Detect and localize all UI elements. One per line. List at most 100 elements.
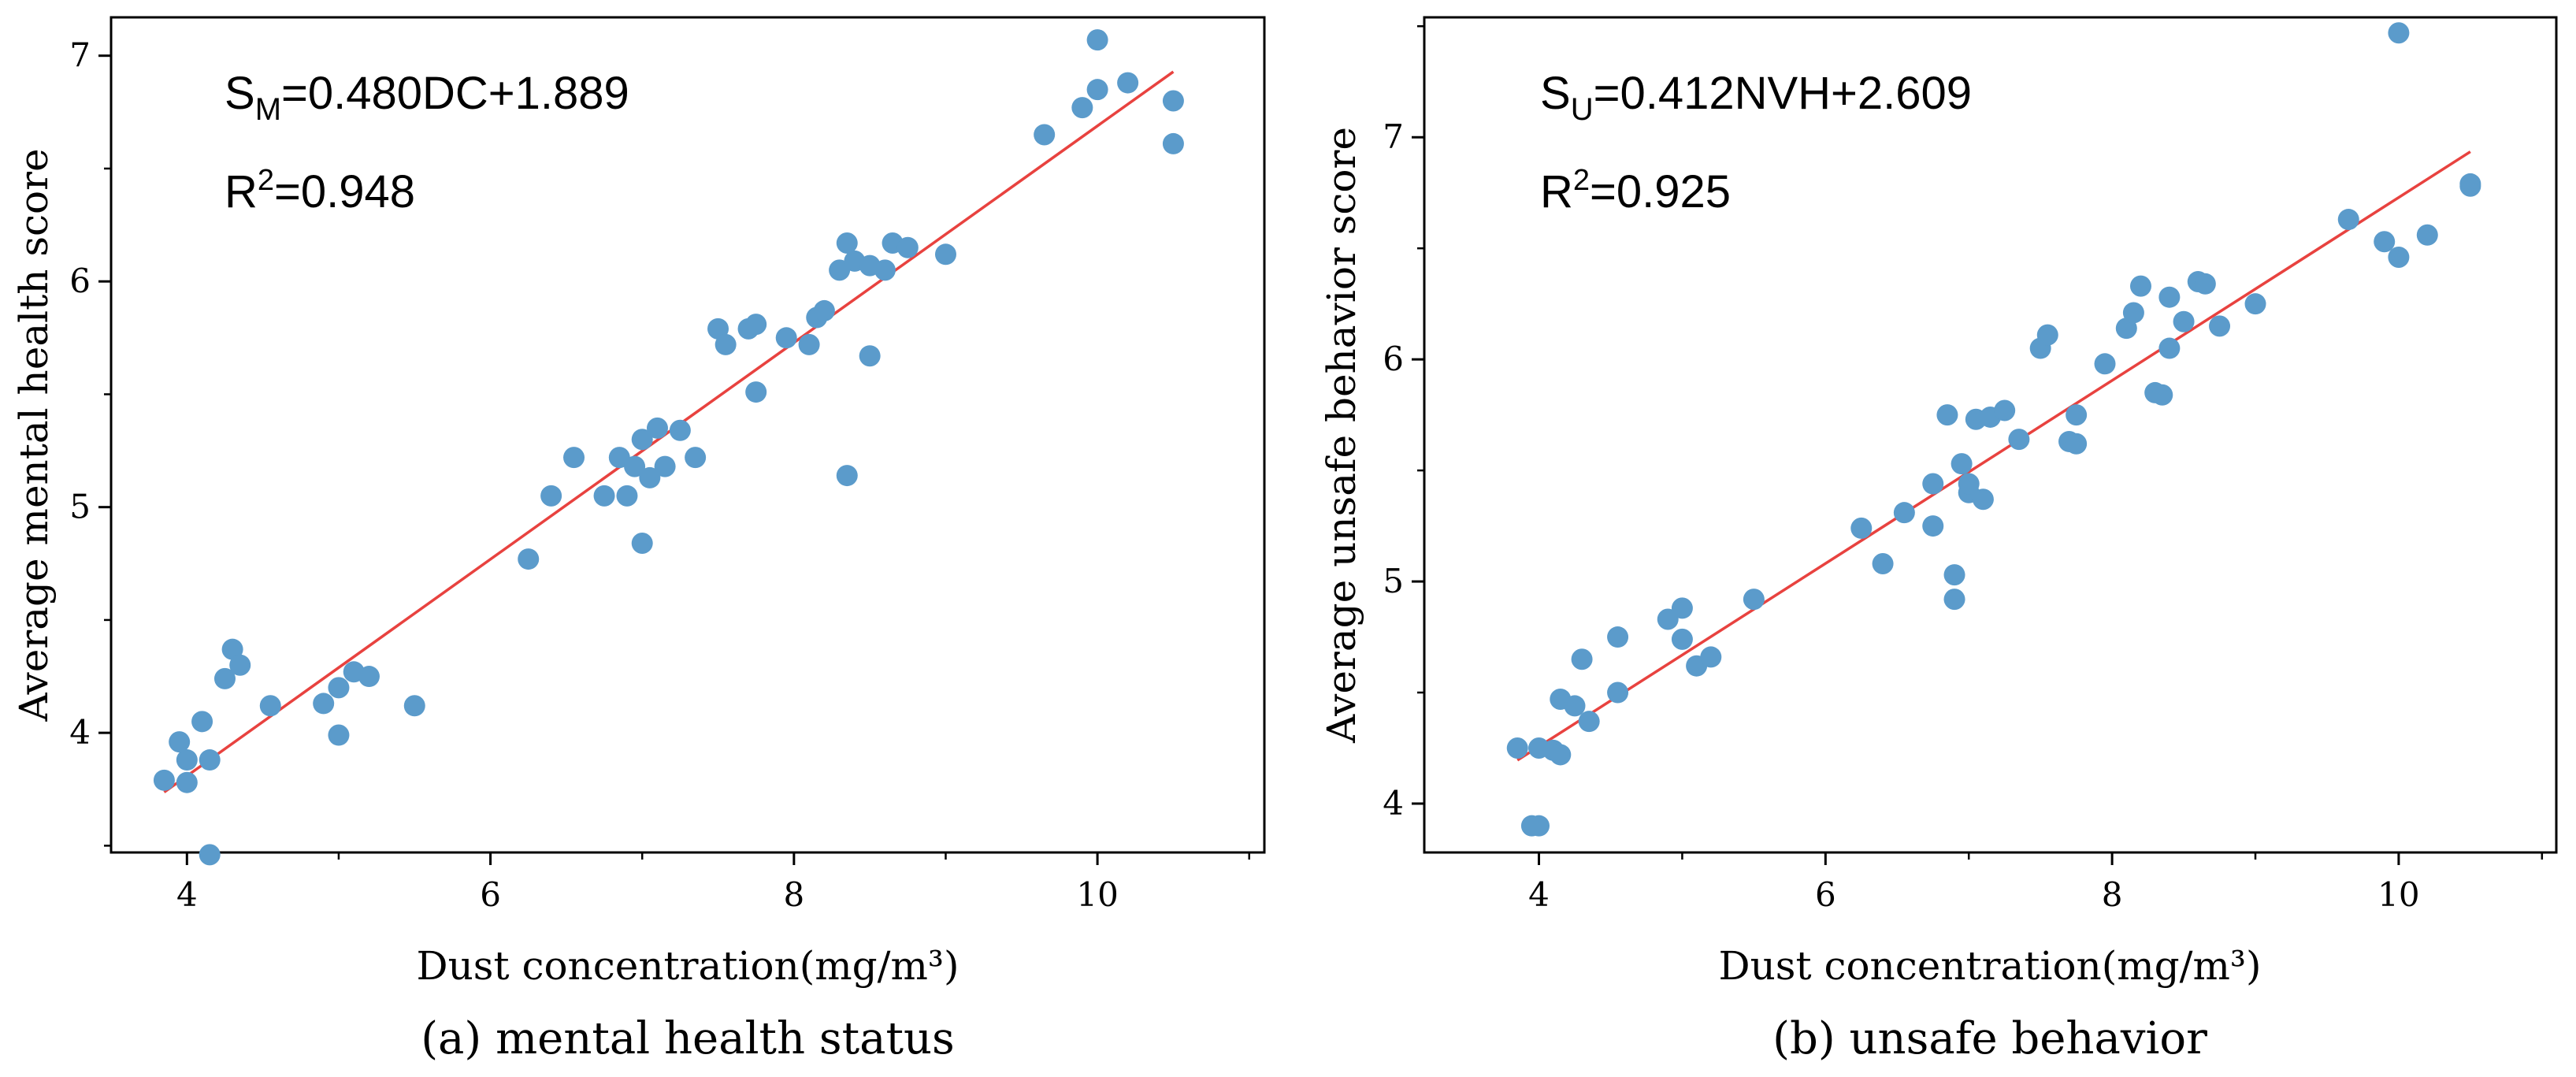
point-a-46 (874, 259, 896, 281)
point-b-21 (1922, 515, 1944, 537)
equation-b: SU=0.412NVH+2.609 (1540, 68, 1972, 127)
plot-frame-a (109, 16, 1266, 854)
xtick-label-b-1: 6 (1815, 875, 1836, 914)
point-a-13 (328, 724, 350, 746)
point-b-45 (2158, 337, 2181, 359)
point-b-2 (1528, 815, 1550, 837)
equation-a-rest: =0.480DC+1.889 (281, 68, 629, 119)
point-b-25 (1943, 589, 1965, 611)
xtick-label-a-1: 6 (480, 875, 501, 914)
xtick-label-b-3: 10 (2377, 875, 2419, 914)
point-b-47 (2173, 310, 2195, 332)
fit-line-b (1516, 150, 2471, 762)
point-b-12 (1657, 608, 1679, 630)
point-a-32 (715, 333, 737, 355)
point-b-55 (2388, 22, 2410, 44)
point-b-52 (2337, 209, 2359, 231)
point-b-14 (1671, 628, 1693, 650)
point-a-48 (896, 236, 919, 258)
point-b-26 (1951, 453, 1973, 475)
point-a-2 (176, 771, 198, 793)
point-a-19 (563, 447, 585, 469)
point-a-24 (631, 429, 653, 451)
r2-a-rest: =0.948 (274, 166, 415, 217)
point-b-7 (1564, 695, 1586, 717)
point-b-35 (2036, 324, 2058, 346)
xtick-label-b-2: 8 (2102, 875, 2123, 914)
equation-a: SM=0.480DC+1.889 (225, 68, 629, 127)
caption-a: (a) mental health status (421, 1013, 955, 1064)
ytick-label-a-2: 6 (69, 262, 91, 300)
point-b-23 (1936, 404, 1958, 426)
point-a-52 (1086, 79, 1108, 101)
point-a-56 (1162, 132, 1184, 154)
point-b-10 (1607, 681, 1629, 704)
r2-a-sup: 2 (258, 164, 274, 197)
ylabel-b: Average unsafe behavior score (1319, 127, 1364, 744)
point-b-50 (2209, 315, 2231, 337)
point-b-0 (1506, 737, 1528, 759)
point-b-49 (2194, 273, 2216, 295)
point-b-20 (1893, 502, 1915, 524)
point-b-38 (2066, 404, 2088, 426)
ytick-label-b-1: 5 (1383, 562, 1404, 600)
point-b-37 (2066, 433, 2088, 455)
point-a-15 (358, 666, 380, 688)
point-b-30 (1972, 488, 1994, 511)
ylabel-a: Average mental health score (11, 148, 57, 722)
ticks-b: 4 6 8 10 4 5 6 7 (1383, 25, 2544, 914)
point-a-16 (403, 695, 425, 717)
xtick-label-b-0: 4 (1528, 875, 1550, 914)
caption-b: (b) unsafe behavior (1772, 1013, 2207, 1064)
point-b-18 (1850, 517, 1873, 539)
point-a-9 (229, 654, 251, 676)
point-b-56 (2416, 224, 2438, 246)
point-b-41 (2122, 302, 2144, 324)
r2-b: R2=0.925 (1540, 164, 1731, 217)
point-b-51 (2244, 293, 2266, 315)
point-a-4 (191, 711, 213, 733)
panel-b-unsafe-behavior: 4 6 8 10 4 5 6 7 SU=0.412NVH+2.609 R2=0.925 Ave… (1319, 16, 2558, 1064)
fit-line-a (163, 70, 1175, 793)
point-a-5 (199, 749, 221, 771)
ytick-label-a-1: 5 (69, 488, 91, 526)
point-a-36 (775, 327, 797, 349)
equation-b-rest: =0.412NVH+2.609 (1594, 68, 1972, 119)
point-b-24 (1943, 564, 1965, 586)
point-a-18 (540, 485, 562, 507)
point-b-13 (1671, 597, 1693, 619)
point-b-17 (1743, 589, 1765, 611)
xtick-label-a-3: 10 (1076, 875, 1118, 914)
point-a-26 (639, 466, 661, 488)
point-a-20 (593, 485, 615, 507)
point-b-32 (1994, 399, 2016, 422)
point-a-35 (745, 381, 767, 403)
xtick-label-a-0: 4 (176, 875, 198, 914)
point-b-8 (1571, 648, 1593, 670)
point-b-9 (1578, 711, 1600, 733)
point-a-53 (1086, 29, 1108, 51)
r2-b-rest: =0.925 (1590, 166, 1731, 217)
point-a-31 (707, 318, 729, 340)
points-b (1506, 22, 2481, 837)
point-a-55 (1162, 90, 1184, 112)
equation-a-sub: M (255, 92, 281, 127)
plot-frame-b (1423, 16, 2558, 854)
point-a-11 (313, 693, 335, 715)
point-a-45 (859, 345, 881, 367)
point-a-10 (259, 695, 281, 717)
point-a-49 (934, 243, 956, 266)
ticks-a: 4 6 8 10 4 5 6 7 (69, 36, 1250, 914)
ytick-label-a-0: 4 (69, 713, 91, 752)
point-a-39 (813, 299, 835, 321)
point-a-29 (669, 419, 691, 441)
point-a-30 (685, 447, 707, 469)
point-b-58 (2459, 173, 2481, 195)
equation-a-prefix: S (225, 68, 255, 119)
point-b-39 (2094, 353, 2116, 375)
ytick-label-b-3: 7 (1383, 117, 1404, 156)
point-a-8 (221, 638, 243, 660)
points-a (153, 29, 1184, 866)
point-b-11 (1607, 626, 1629, 648)
